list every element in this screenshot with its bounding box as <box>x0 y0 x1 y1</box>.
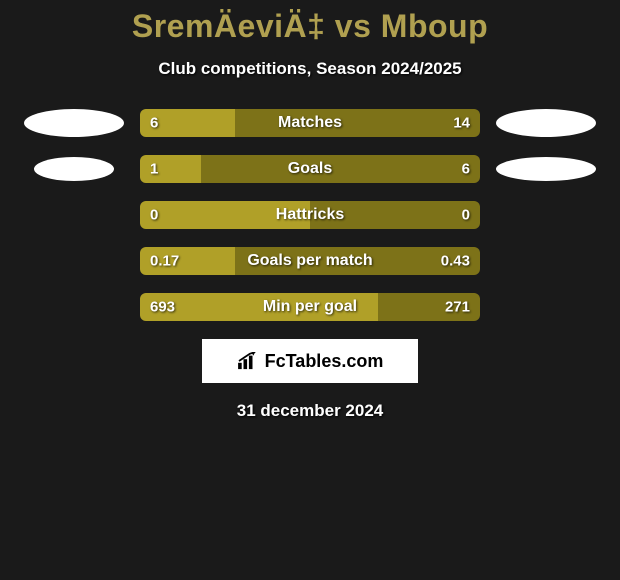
player-badge-left <box>24 247 124 275</box>
stat-bar: 6 14 Matches <box>140 109 480 137</box>
stat-value-left: 0 <box>150 207 158 224</box>
badge-ellipse <box>496 109 596 137</box>
stat-value-left: 0.17 <box>150 253 179 270</box>
stat-rows: 6 14 Matches 1 6 Goals 0 0 Hattricks 0.17 0.43 Goal… <box>0 109 620 321</box>
badge-ellipse <box>496 157 596 181</box>
stat-value-left: 1 <box>150 161 158 178</box>
stat-bar: 693 271 Min per goal <box>140 293 480 321</box>
stat-value-right: 14 <box>453 115 470 132</box>
player-badge-left <box>24 109 124 137</box>
stat-row: 1 6 Goals <box>0 155 620 183</box>
stat-row: 0 0 Hattricks <box>0 201 620 229</box>
stat-value-right: 0 <box>462 207 470 224</box>
stat-row: 0.17 0.43 Goals per match <box>0 247 620 275</box>
stat-value-right: 0.43 <box>441 253 470 270</box>
stat-value-right: 271 <box>445 299 470 316</box>
stat-label: Goals per match <box>247 252 372 270</box>
stat-label: Min per goal <box>263 298 357 316</box>
brand-text: FcTables.com <box>265 351 384 372</box>
stat-label: Goals <box>288 160 332 178</box>
stat-bar: 0 0 Hattricks <box>140 201 480 229</box>
player-badge-left <box>24 293 124 321</box>
stat-value-left: 693 <box>150 299 175 316</box>
bar-segment-right <box>201 155 480 183</box>
page-title: SremÄeviÄ‡ vs Mboup <box>0 8 620 45</box>
brand-badge[interactable]: FcTables.com <box>202 339 418 383</box>
date-label: 31 december 2024 <box>0 401 620 421</box>
stat-row: 693 271 Min per goal <box>0 293 620 321</box>
badge-ellipse <box>34 157 114 181</box>
player-badge-right <box>496 155 596 183</box>
stat-label: Hattricks <box>276 206 344 224</box>
player-badge-left <box>24 155 124 183</box>
player-badge-left <box>24 201 124 229</box>
stat-value-right: 6 <box>462 161 470 178</box>
stat-row: 6 14 Matches <box>0 109 620 137</box>
player-badge-right <box>496 247 596 275</box>
player-badge-right <box>496 109 596 137</box>
stat-value-left: 6 <box>150 115 158 132</box>
comparison-container: SremÄeviÄ‡ vs Mboup Club competitions, S… <box>0 0 620 421</box>
subtitle: Club competitions, Season 2024/2025 <box>0 59 620 79</box>
stat-bar: 0.17 0.43 Goals per match <box>140 247 480 275</box>
chart-icon <box>237 352 259 370</box>
player-badge-right <box>496 201 596 229</box>
badge-ellipse <box>24 109 124 137</box>
stat-bar: 1 6 Goals <box>140 155 480 183</box>
bar-segment-right <box>235 109 480 137</box>
stat-label: Matches <box>278 114 342 132</box>
player-badge-right <box>496 293 596 321</box>
